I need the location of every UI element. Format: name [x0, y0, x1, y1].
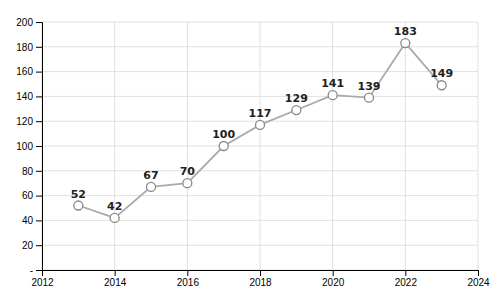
data-labels: 52 42 67 70 100 117 129 141 139 183 149	[71, 25, 453, 213]
tick: 2012	[31, 270, 54, 288]
axis-line	[36, 23, 43, 271]
tick-label: 2012	[31, 277, 54, 288]
tick: 2022	[395, 270, 418, 288]
axis-line	[43, 271, 479, 277]
tick: 2020	[322, 270, 345, 288]
point-marker	[219, 142, 228, 151]
tick-label: 2016	[177, 277, 200, 288]
tick-label: 80	[22, 166, 34, 177]
tick: 140	[16, 91, 42, 102]
point-marker	[110, 213, 119, 222]
point-marker	[365, 93, 374, 102]
tick-mark	[36, 245, 42, 246]
tick: 200	[16, 17, 42, 28]
data-label: 129	[285, 92, 308, 105]
marks	[74, 39, 446, 223]
grid-line	[42, 22, 478, 23]
tick-label: 2024	[467, 277, 490, 288]
tick-mark	[36, 96, 42, 97]
data-label: 183	[394, 25, 417, 38]
grid-line	[42, 220, 478, 221]
tick-mark	[36, 146, 42, 147]
tick-label: 60	[22, 190, 34, 201]
grid-line	[42, 245, 478, 246]
tick-label: 120	[16, 116, 33, 127]
tick-mark	[36, 220, 42, 221]
tick: 100	[16, 141, 42, 152]
tick-mark	[36, 72, 42, 73]
point-marker	[401, 39, 410, 48]
tick: 180	[16, 42, 42, 53]
grid-line	[42, 96, 478, 97]
tick: 60	[22, 190, 42, 201]
tick: 20	[22, 240, 42, 251]
tick-label: 2014	[104, 277, 127, 288]
tick-label: 160	[16, 66, 33, 77]
tick: 40	[22, 215, 42, 226]
point-marker	[328, 91, 337, 100]
tick: 2014	[104, 270, 127, 288]
tick-mark	[333, 270, 334, 276]
grid-line	[42, 71, 478, 72]
grid-line	[42, 146, 478, 147]
tick-label: -	[30, 265, 33, 276]
tick-label: 40	[22, 215, 34, 226]
line	[78, 43, 441, 218]
tick-label: 20	[22, 240, 34, 251]
point-marker	[437, 81, 446, 90]
point-marker	[183, 179, 192, 188]
tick-mark	[115, 270, 116, 276]
x-axis: 2012 2014 2016 2018 2020 2022 2024	[31, 270, 490, 288]
tick: 80	[22, 166, 42, 177]
data-label: 67	[143, 169, 158, 182]
point-marker	[147, 182, 156, 191]
tick-mark	[478, 270, 479, 276]
grid-line	[42, 170, 478, 171]
data-label: 100	[212, 128, 235, 141]
point-marker	[256, 120, 265, 129]
grid-line	[42, 46, 478, 47]
tick-mark	[36, 196, 42, 197]
tick-label: 2020	[322, 277, 345, 288]
tick: 120	[16, 116, 42, 127]
point-marker	[292, 106, 301, 115]
tick-mark	[36, 22, 42, 23]
tick-label: 180	[16, 42, 33, 53]
tick-label: 140	[16, 91, 33, 102]
data-label: 42	[107, 200, 122, 213]
data-label: 52	[71, 188, 86, 201]
tick-mark	[36, 121, 42, 122]
data-label: 149	[430, 67, 453, 80]
data-label: 117	[249, 107, 272, 120]
tick: 160	[16, 66, 42, 77]
tick-mark	[36, 171, 42, 172]
y-axis: - 20 40 60 80 100 120 140 160 180 200	[16, 17, 42, 276]
tick: 2018	[249, 270, 272, 288]
chart-container: 2012 2014 2016 2018 2020 2022 2024 - 20 40 60 80 100…	[0, 0, 500, 298]
tick-label: 2022	[395, 277, 418, 288]
data-label: 139	[358, 80, 381, 93]
tick: -	[30, 265, 42, 276]
tick-mark	[405, 270, 406, 276]
tick-label: 200	[16, 17, 33, 28]
tick: 2024	[467, 270, 490, 288]
grid	[42, 22, 478, 270]
data-label: 70	[180, 165, 196, 178]
data-label: 141	[321, 77, 344, 90]
tick-mark	[187, 270, 188, 276]
tick: 2016	[177, 270, 200, 288]
chart-svg: 2012 2014 2016 2018 2020 2022 2024 - 20 40 60 80 100…	[0, 0, 500, 298]
tick-mark	[260, 270, 261, 276]
tick-mark	[36, 47, 42, 48]
tick-mark	[36, 270, 42, 271]
plot-area: 2012 2014 2016 2018 2020 2022 2024 - 20 40 60 80 100…	[16, 17, 490, 288]
tick-label: 100	[16, 141, 33, 152]
tick-label: 2018	[249, 277, 272, 288]
grid-line	[42, 195, 478, 196]
point-marker	[74, 201, 83, 210]
